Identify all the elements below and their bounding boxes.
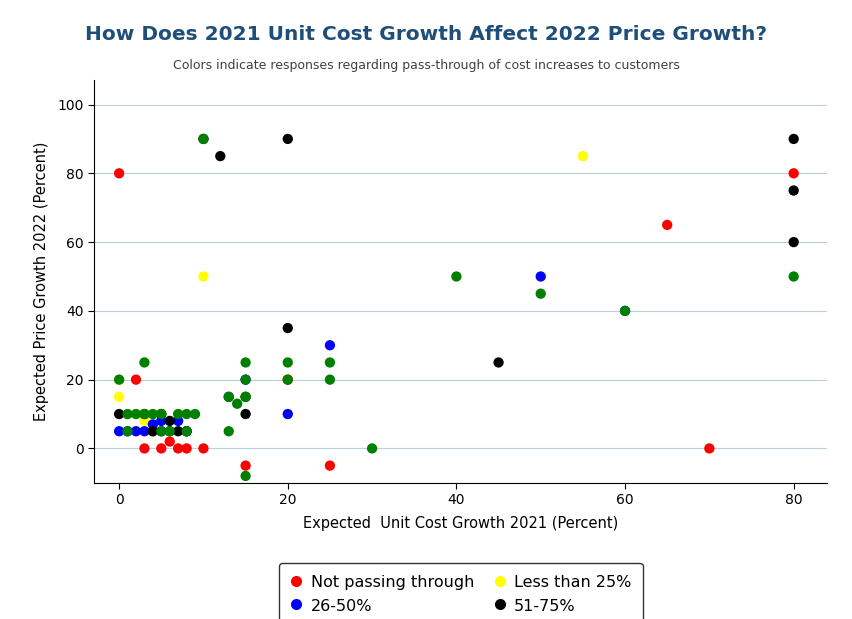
Point (575, 151, 589, 161)
Point (786, 168, 799, 178)
Point (171, 409, 185, 419)
Point (112, 374, 126, 384)
Point (171, 443, 185, 453)
Point (171, 416, 185, 426)
Point (154, 409, 168, 419)
Point (129, 426, 142, 436)
Point (365, 443, 378, 453)
Point (121, 409, 135, 419)
Point (129, 426, 142, 436)
Point (171, 426, 185, 436)
Point (222, 426, 235, 436)
Point (323, 374, 337, 384)
Point (154, 443, 168, 453)
Point (171, 409, 185, 419)
Point (280, 358, 294, 368)
Text: Colors indicate responses regarding pass-through of cost increases to customers: Colors indicate responses regarding pass… (173, 59, 679, 72)
Point (137, 443, 151, 453)
Point (146, 426, 159, 436)
Point (280, 323, 294, 333)
Point (154, 426, 168, 436)
Point (180, 409, 193, 419)
Point (163, 416, 176, 426)
Point (121, 426, 135, 436)
Point (197, 443, 210, 453)
Point (197, 134, 210, 144)
Point (230, 399, 244, 409)
Point (137, 426, 151, 436)
Point (137, 409, 151, 419)
Point (323, 340, 337, 350)
Point (180, 426, 193, 436)
Point (112, 168, 126, 178)
Point (129, 409, 142, 419)
Point (491, 358, 504, 368)
Point (146, 426, 159, 436)
Point (239, 461, 252, 470)
Point (163, 426, 176, 436)
Point (197, 272, 210, 282)
Point (239, 358, 252, 368)
Point (323, 358, 337, 368)
Point (280, 409, 294, 419)
Point (112, 374, 126, 384)
Point (239, 392, 252, 402)
Point (180, 426, 193, 436)
Point (239, 392, 252, 402)
Point (323, 461, 337, 470)
Point (239, 392, 252, 402)
Point (121, 426, 135, 436)
Point (146, 409, 159, 419)
Point (449, 272, 463, 282)
Point (533, 288, 547, 298)
Point (180, 426, 193, 436)
Point (137, 409, 151, 419)
Point (180, 443, 193, 453)
Point (129, 374, 142, 384)
Point (112, 392, 126, 402)
Text: How Does 2021 Unit Cost Growth Affect 2022 Price Growth?: How Does 2021 Unit Cost Growth Affect 20… (85, 25, 767, 44)
Point (618, 306, 631, 316)
Point (163, 426, 176, 436)
Point (163, 436, 176, 446)
Legend: Not passing through, 26-50%, 76-100%, Less than 25%, 51-75%: Not passing through, 26-50%, 76-100%, Le… (279, 563, 642, 619)
Point (280, 374, 294, 384)
Point (112, 426, 126, 436)
Point (146, 426, 159, 436)
X-axis label: Expected  Unit Cost Growth 2021 (Percent): Expected Unit Cost Growth 2021 (Percent) (302, 516, 618, 530)
Point (197, 134, 210, 144)
Point (222, 392, 235, 402)
Point (239, 409, 252, 419)
Point (146, 420, 159, 430)
Point (112, 409, 126, 419)
Point (239, 471, 252, 481)
Point (213, 151, 227, 161)
Point (154, 426, 168, 436)
Point (280, 134, 294, 144)
Point (786, 134, 799, 144)
Point (786, 237, 799, 247)
Point (154, 409, 168, 419)
Point (659, 220, 673, 230)
Point (137, 416, 151, 426)
Point (702, 443, 716, 453)
Point (222, 392, 235, 402)
Point (786, 272, 799, 282)
Point (239, 374, 252, 384)
Point (239, 374, 252, 384)
Point (121, 409, 135, 419)
Point (154, 426, 168, 436)
Point (618, 306, 631, 316)
Point (786, 186, 799, 196)
Point (280, 409, 294, 419)
Point (154, 416, 168, 426)
Point (188, 409, 202, 419)
Point (280, 374, 294, 384)
Y-axis label: Expected Price Growth 2022 (Percent): Expected Price Growth 2022 (Percent) (34, 142, 49, 422)
Point (533, 272, 547, 282)
Point (137, 358, 151, 368)
Point (154, 409, 168, 419)
Point (163, 426, 176, 436)
